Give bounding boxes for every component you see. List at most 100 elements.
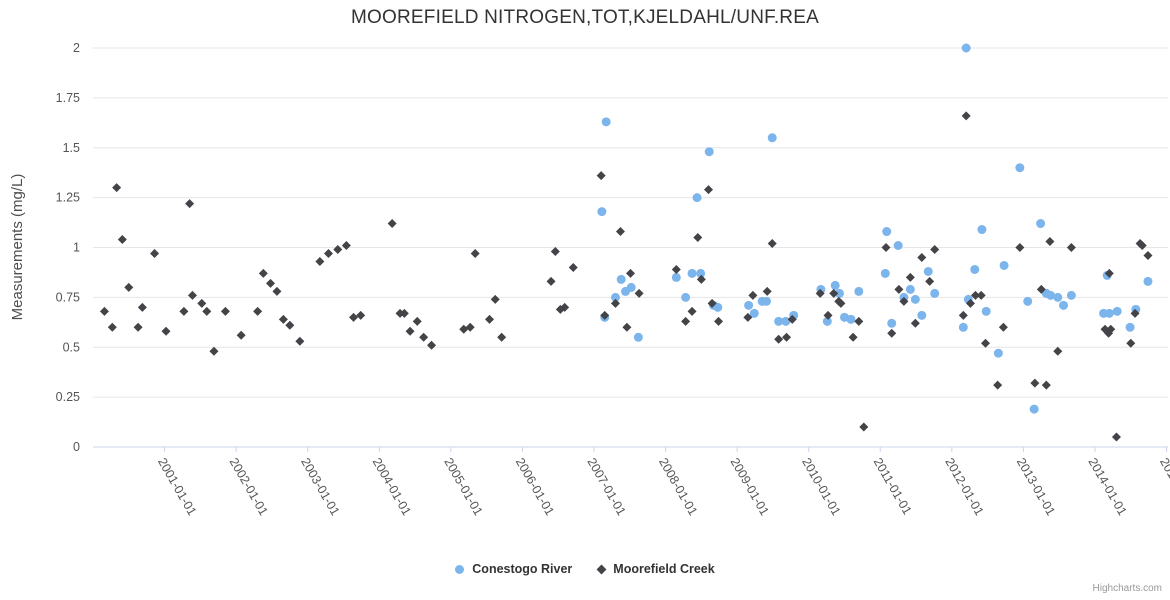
data-point-conestogo-river[interactable] xyxy=(1036,219,1046,229)
data-point-moorefield-creek[interactable] xyxy=(704,185,714,195)
data-point-moorefield-creek[interactable] xyxy=(743,312,753,322)
data-point-moorefield-creek[interactable] xyxy=(1015,243,1025,252)
data-point-moorefield-creek[interactable] xyxy=(622,322,632,332)
data-point-conestogo-river[interactable] xyxy=(905,284,915,294)
data-point-moorefield-creek[interactable] xyxy=(465,322,475,332)
data-point-moorefield-creek[interactable] xyxy=(1143,250,1153,260)
data-point-conestogo-river[interactable] xyxy=(774,316,784,326)
data-point-moorefield-creek[interactable] xyxy=(787,314,797,324)
data-point-moorefield-creek[interactable] xyxy=(272,286,282,296)
data-point-moorefield-creek[interactable] xyxy=(99,306,109,316)
data-point-conestogo-river[interactable] xyxy=(999,260,1009,270)
data-point-moorefield-creek[interactable] xyxy=(341,241,351,251)
data-point-moorefield-creek[interactable] xyxy=(671,264,681,274)
data-point-moorefield-creek[interactable] xyxy=(1041,380,1051,390)
data-point-moorefield-creek[interactable] xyxy=(1104,268,1114,278)
data-point-moorefield-creek[interactable] xyxy=(626,268,635,278)
data-point-moorefield-creek[interactable] xyxy=(187,290,197,300)
data-point-moorefield-creek[interactable] xyxy=(714,316,724,326)
data-point-moorefield-creek[interactable] xyxy=(1066,243,1076,252)
data-point-conestogo-river[interactable] xyxy=(880,268,890,278)
data-point-conestogo-river[interactable] xyxy=(981,306,991,316)
data-point-moorefield-creek[interactable] xyxy=(265,278,275,288)
data-point-conestogo-river[interactable] xyxy=(692,193,702,203)
data-point-conestogo-river[interactable] xyxy=(882,227,892,237)
data-point-moorefield-creek[interactable] xyxy=(470,248,480,258)
data-point-conestogo-river[interactable] xyxy=(713,302,723,312)
data-point-moorefield-creek[interactable] xyxy=(894,284,904,294)
data-point-conestogo-river[interactable] xyxy=(930,288,940,298)
data-point-conestogo-river[interactable] xyxy=(687,268,697,278)
data-point-moorefield-creek[interactable] xyxy=(150,248,160,258)
data-point-moorefield-creek[interactable] xyxy=(1053,346,1063,356)
data-point-moorefield-creek[interactable] xyxy=(412,316,422,326)
data-point-moorefield-creek[interactable] xyxy=(427,340,437,350)
data-point-moorefield-creek[interactable] xyxy=(197,298,207,308)
data-point-moorefield-creek[interactable] xyxy=(258,268,268,278)
data-point-moorefield-creek[interactable] xyxy=(387,219,397,229)
data-point-moorefield-creek[interactable] xyxy=(497,332,507,342)
data-point-moorefield-creek[interactable] xyxy=(993,380,1003,390)
data-point-conestogo-river[interactable] xyxy=(616,274,626,284)
data-point-conestogo-river[interactable] xyxy=(1112,306,1122,316)
data-point-moorefield-creek[interactable] xyxy=(917,252,927,262)
data-point-moorefield-creek[interactable] xyxy=(958,310,968,320)
data-point-conestogo-river[interactable] xyxy=(767,133,777,143)
data-point-conestogo-river[interactable] xyxy=(597,207,607,217)
data-point-moorefield-creek[interactable] xyxy=(610,298,620,308)
data-point-moorefield-creek[interactable] xyxy=(965,298,975,308)
data-point-conestogo-river[interactable] xyxy=(1053,292,1063,302)
legend-item-moorefield-creek[interactable]: Moorefield Creek xyxy=(596,562,715,576)
data-point-conestogo-river[interactable] xyxy=(910,294,920,304)
data-point-moorefield-creek[interactable] xyxy=(568,262,578,272)
legend-item-conestogo-river[interactable]: Conestogo River xyxy=(455,562,572,576)
data-point-conestogo-river[interactable] xyxy=(893,241,903,251)
data-point-moorefield-creek[interactable] xyxy=(546,276,556,286)
data-point-moorefield-creek[interactable] xyxy=(748,290,758,300)
data-point-moorefield-creek[interactable] xyxy=(399,308,409,318)
data-point-moorefield-creek[interactable] xyxy=(687,306,697,316)
data-point-moorefield-creek[interactable] xyxy=(782,332,792,342)
data-point-moorefield-creek[interactable] xyxy=(961,111,971,121)
data-point-moorefield-creek[interactable] xyxy=(815,288,825,298)
data-point-moorefield-creek[interactable] xyxy=(681,316,691,326)
data-point-conestogo-river[interactable] xyxy=(958,322,968,332)
data-point-conestogo-river[interactable] xyxy=(917,310,927,320)
data-point-moorefield-creek[interactable] xyxy=(1036,284,1046,294)
data-point-moorefield-creek[interactable] xyxy=(405,326,415,336)
data-point-moorefield-creek[interactable] xyxy=(930,244,940,254)
data-point-moorefield-creek[interactable] xyxy=(859,422,869,432)
data-point-moorefield-creek[interactable] xyxy=(278,314,288,324)
data-point-conestogo-river[interactable] xyxy=(961,43,971,53)
data-point-moorefield-creek[interactable] xyxy=(419,332,429,342)
data-point-conestogo-river[interactable] xyxy=(1104,308,1114,318)
data-point-moorefield-creek[interactable] xyxy=(887,328,897,338)
data-point-moorefield-creek[interactable] xyxy=(550,246,560,256)
data-point-moorefield-creek[interactable] xyxy=(1045,237,1055,247)
data-point-conestogo-river[interactable] xyxy=(626,282,636,292)
data-point-moorefield-creek[interactable] xyxy=(910,318,920,328)
data-point-moorefield-creek[interactable] xyxy=(823,310,833,320)
data-point-conestogo-river[interactable] xyxy=(1029,404,1039,414)
data-point-moorefield-creek[interactable] xyxy=(881,243,891,252)
data-point-conestogo-river[interactable] xyxy=(1066,290,1076,300)
data-point-moorefield-creek[interactable] xyxy=(295,336,305,346)
data-point-moorefield-creek[interactable] xyxy=(1111,432,1121,442)
data-point-moorefield-creek[interactable] xyxy=(1137,241,1147,251)
data-point-conestogo-river[interactable] xyxy=(1015,163,1025,173)
data-point-moorefield-creek[interactable] xyxy=(133,322,143,332)
data-point-moorefield-creek[interactable] xyxy=(161,326,171,336)
data-point-conestogo-river[interactable] xyxy=(704,147,714,157)
data-point-moorefield-creek[interactable] xyxy=(767,239,777,249)
data-point-moorefield-creek[interactable] xyxy=(762,286,772,296)
data-point-conestogo-river[interactable] xyxy=(601,117,611,127)
data-point-moorefield-creek[interactable] xyxy=(707,298,717,308)
data-point-moorefield-creek[interactable] xyxy=(693,233,703,243)
data-point-conestogo-river[interactable] xyxy=(749,308,759,318)
data-point-moorefield-creek[interactable] xyxy=(285,320,295,330)
data-point-moorefield-creek[interactable] xyxy=(848,332,858,342)
data-point-conestogo-river[interactable] xyxy=(1046,290,1056,300)
data-point-conestogo-river[interactable] xyxy=(681,292,691,302)
data-point-moorefield-creek[interactable] xyxy=(1126,338,1136,348)
data-point-moorefield-creek[interactable] xyxy=(854,316,864,326)
